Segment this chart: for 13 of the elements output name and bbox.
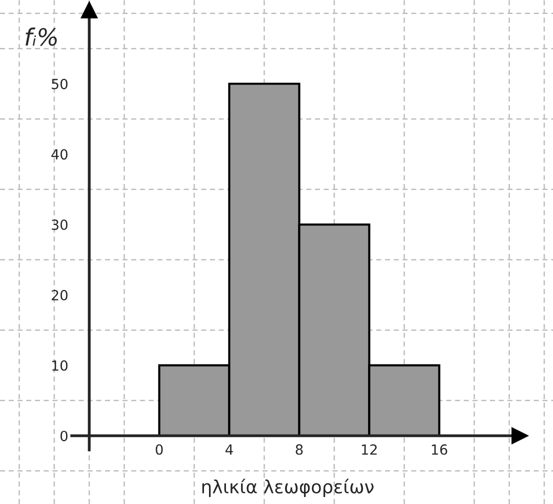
y-axis-title: fᵢ% (26, 28, 57, 46)
x-tick-label: 0 (156, 444, 163, 455)
y-tick-label: 40 (51, 149, 68, 160)
x-tick-label: 8 (296, 444, 303, 455)
y-tick-label: 50 (52, 78, 68, 90)
x-tick-label: 4 (226, 444, 233, 455)
y-tick-label: 10 (52, 360, 68, 371)
y-tick-label: 0 (60, 430, 68, 442)
x-axis-title: ηλικία λεωφορείων (202, 478, 374, 497)
y-tick-label: 30 (52, 220, 68, 230)
y-tick-label: 20 (52, 290, 68, 300)
x-tick-label: 12 (362, 444, 377, 455)
x-tick-label: 16 (432, 444, 448, 455)
